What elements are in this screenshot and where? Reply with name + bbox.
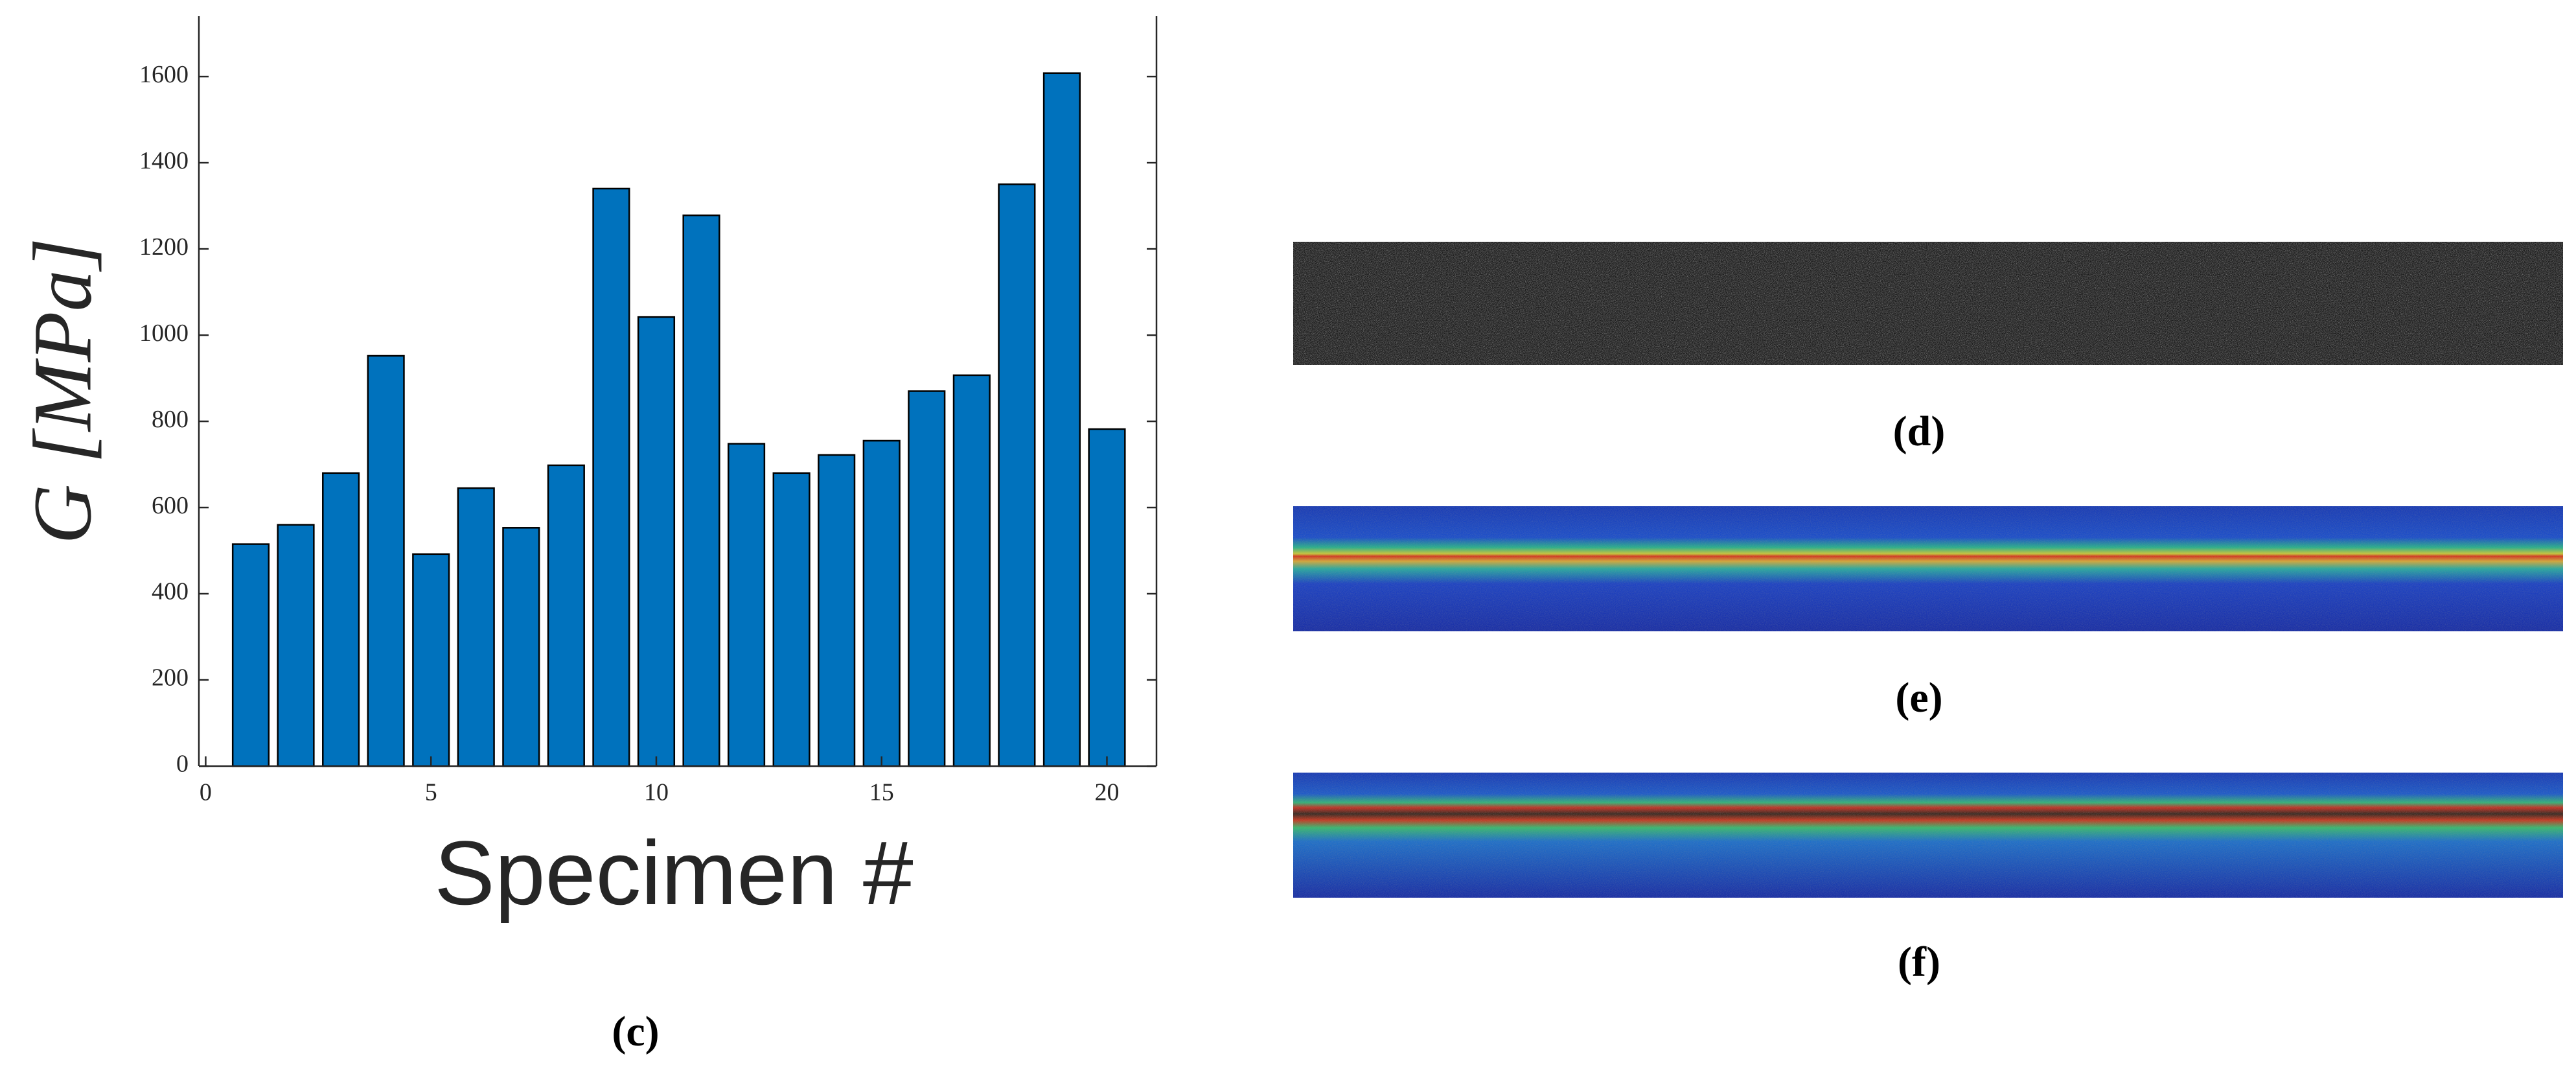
y-tick-label: 1200 [139,233,189,261]
figure-label: (d) [1893,408,1946,455]
x-tick-label: 0 [200,779,212,806]
bar [322,472,360,767]
y-tick-label: 0 [176,751,189,778]
x-tick-label: 10 [644,779,669,806]
figure-label: (c) [612,1008,659,1055]
bar [1088,428,1126,767]
y-tick-label: 1000 [139,320,189,347]
y-tick-label: 200 [152,664,189,692]
bar [502,527,540,767]
image-texture-d [1293,242,2563,365]
bar [908,390,946,767]
x-axis-label: Specimen # [434,822,913,924]
figure-label: (e) [1895,674,1942,721]
y-tick-label: 400 [152,578,189,605]
image-texture-e [1293,506,2563,631]
bar [412,553,450,767]
x-tick-label: 20 [1094,779,1119,806]
bar [727,443,766,767]
y-tick-label: 1400 [139,147,189,174]
bar [952,374,991,767]
bar [231,543,270,767]
bar [592,187,630,767]
x-tick-label: 15 [869,779,894,806]
bar [277,524,315,767]
bar [862,439,901,767]
bar [367,355,405,767]
bar [637,316,676,767]
bar [457,487,495,767]
y-axis-label: G [MPa] [16,238,108,544]
y-tick-label: 800 [152,406,189,433]
bar [818,454,856,767]
bar [998,183,1036,767]
figure-label: (f) [1898,939,1940,986]
bar [547,464,585,767]
bar [682,214,720,767]
y-tick-label: 600 [152,492,189,519]
x-tick-label: 5 [425,779,437,806]
image-texture-f [1293,773,2563,898]
bar [772,472,811,767]
y-tick-label: 1600 [139,61,189,88]
bar [1042,72,1081,767]
